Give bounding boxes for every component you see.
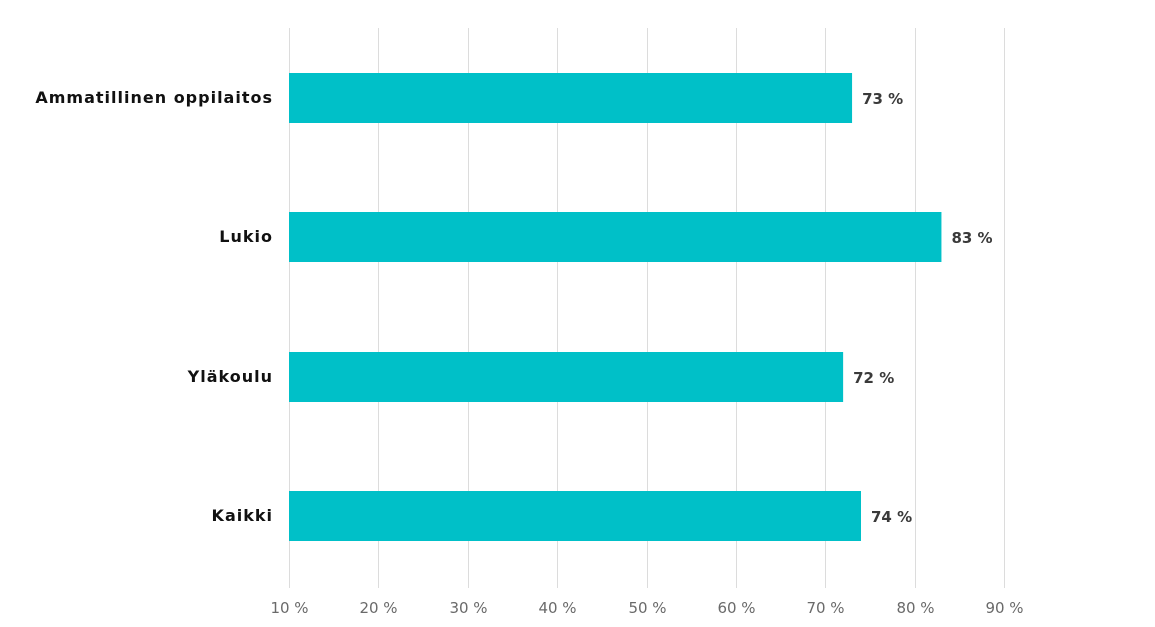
category-labels: Ammatillinen oppilaitos Lukio Yläkoulu Kaik… [35, 88, 273, 525]
x-tick-label: 80 % [896, 599, 934, 617]
x-tick-label: 20 % [359, 599, 397, 617]
x-tick-label: 10 % [270, 599, 308, 617]
bars [289, 73, 942, 541]
bar [289, 212, 942, 262]
category-label: Ammatillinen oppilaitos [35, 88, 273, 107]
data-label: 72 % [853, 369, 894, 387]
data-label: 73 % [862, 90, 903, 108]
x-tick-label: 70 % [806, 599, 844, 617]
x-tick-label: 30 % [449, 599, 487, 617]
data-label: 83 % [951, 229, 992, 247]
x-tick-label: 50 % [628, 599, 666, 617]
bar [289, 352, 844, 402]
x-axis-tick-labels: 10 % 20 % 30 % 40 % 50 % 60 % 70 % 80 % 90 % [270, 599, 1023, 617]
category-label: Kaikki [212, 506, 273, 525]
bar [289, 73, 853, 123]
category-label: Yläkoulu [187, 367, 273, 386]
x-tick-label: 60 % [717, 599, 755, 617]
bar [289, 491, 861, 541]
category-label: Lukio [219, 227, 273, 246]
data-label: 74 % [871, 508, 912, 526]
value-labels: 73 % 83 % 72 % 74 % [853, 90, 992, 526]
x-tick-label: 40 % [538, 599, 576, 617]
x-tick-label: 90 % [985, 599, 1023, 617]
